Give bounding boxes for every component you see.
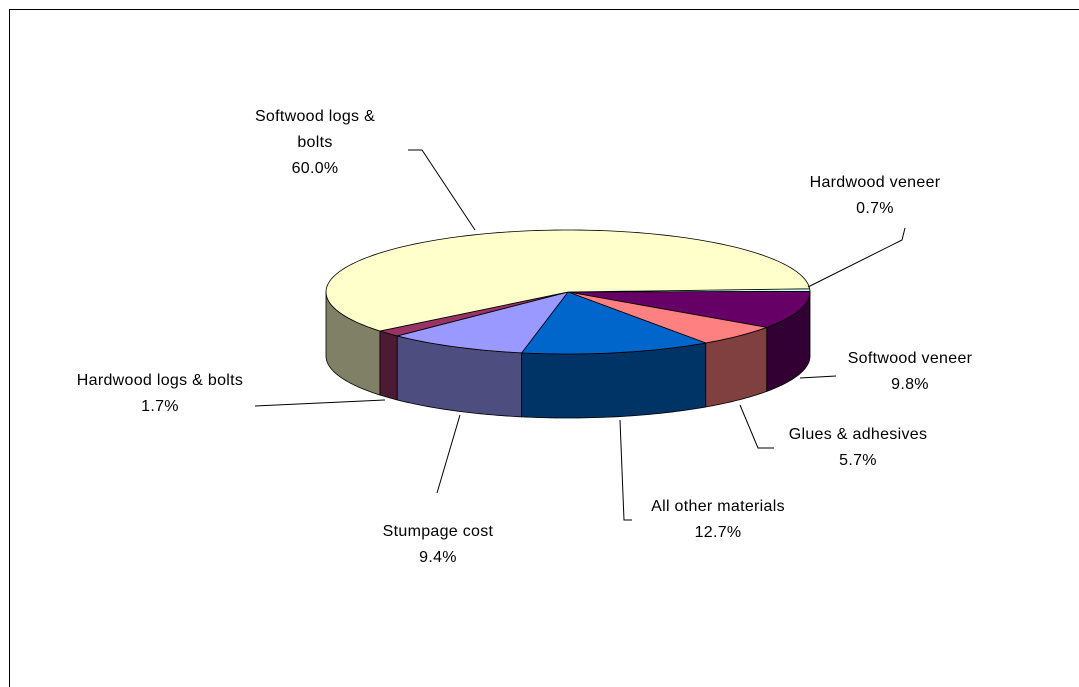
category-label: Hardwood logs & bolts [76, 372, 244, 389]
leader-line [254, 399, 386, 407]
slice-label: Softwood veneer 9.8% [810, 346, 1010, 398]
value-label: 12.7% [694, 524, 742, 541]
slice-label: Hardwood veneer 0.7% [775, 170, 975, 222]
value-label: 60.0% [291, 160, 339, 177]
slice [567, 291, 769, 344]
slice-label: Hardwood logs & bolts 1.7% [75, 368, 245, 420]
slice [520, 291, 708, 355]
category-label: All other materials [651, 498, 785, 515]
leader-line [408, 149, 476, 231]
slice [325, 229, 811, 332]
slice [397, 291, 570, 354]
category-label: Hardwood veneer [809, 174, 941, 191]
leader-line [807, 227, 906, 288]
leader-line [619, 419, 632, 521]
leader-line [436, 414, 461, 494]
leader-line [799, 375, 837, 379]
category-label: Stumpage cost [382, 523, 494, 540]
category-label: Softwood veneer [847, 350, 973, 367]
value-label: 9.8% [891, 376, 929, 393]
category-label: Glues & adhesives [788, 426, 928, 443]
slice-label: Softwood logs & bolts 60.0% [235, 104, 395, 182]
category-label: Softwood logs & bolts [254, 108, 376, 151]
slice-label: All other materials 12.7% [598, 494, 838, 546]
slice-side [521, 342, 707, 419]
value-label: 0.7% [856, 200, 894, 217]
chart-frame [9, 9, 1079, 687]
slice-label: Glues & adhesives 5.7% [748, 422, 968, 474]
value-label: 1.7% [141, 398, 179, 415]
value-label: 9.4% [419, 549, 457, 566]
slice-label: Stumpage cost 9.4% [338, 519, 538, 571]
slice-side [379, 330, 398, 401]
leader-line [739, 404, 774, 449]
slice [567, 291, 811, 328]
value-label: 5.7% [839, 452, 877, 469]
